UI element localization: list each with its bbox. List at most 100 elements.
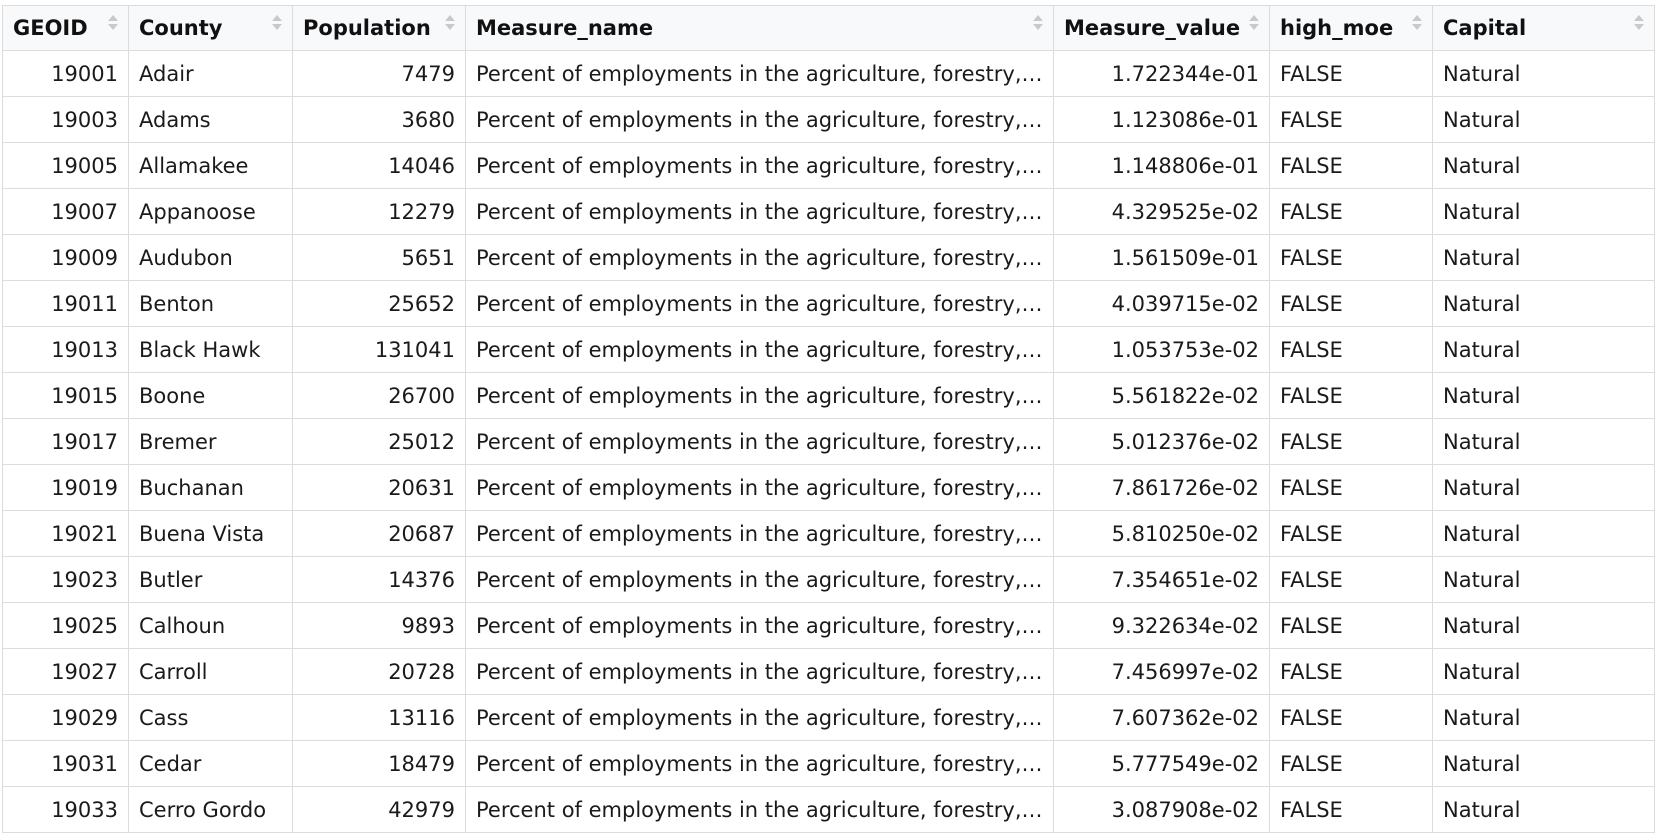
cell-high-moe: FALSE: [1269, 142, 1433, 189]
sort-icon[interactable]: [1249, 15, 1259, 35]
column-header-capital[interactable]: Capital: [1432, 5, 1655, 51]
column-header-population[interactable]: Population: [292, 5, 466, 51]
cell-measure-name: Percent of employments in the agricultur…: [465, 280, 1054, 327]
column-header-geoid[interactable]: GEOID: [2, 5, 129, 51]
column-header-high-moe[interactable]: high_moe: [1269, 5, 1433, 51]
cell-measure-value: 1.123086e-01: [1053, 96, 1270, 143]
cell-geoid: 19015: [2, 372, 129, 419]
sort-icon[interactable]: [272, 15, 282, 35]
cell-measure-name: Percent of employments in the agricultur…: [465, 556, 1054, 603]
table-row: 19013 Black Hawk 131041 Percent of employme…: [2, 326, 1655, 373]
table-row: 19017 Bremer 25012 Percent of employments i…: [2, 418, 1655, 465]
cell-measure-value: 4.039715e-02: [1053, 280, 1270, 327]
cell-geoid: 19023: [2, 556, 129, 603]
cell-geoid: 19033: [2, 786, 129, 833]
cell-measure-value: 5.012376e-02: [1053, 418, 1270, 465]
cell-population: 25652: [292, 280, 466, 327]
cell-high-moe: FALSE: [1269, 188, 1433, 235]
cell-population: 12279: [292, 188, 466, 235]
table-row: 19015 Boone 26700 Percent of employments in…: [2, 372, 1655, 419]
cell-county: Cerro Gordo: [128, 786, 293, 833]
cell-county: Carroll: [128, 648, 293, 695]
column-header-label: Population: [303, 16, 431, 40]
column-header-label: Measure_name: [476, 16, 654, 40]
cell-measure-value: 7.456997e-02: [1053, 648, 1270, 695]
table-header: GEOID County Population Measure_name Measure…: [2, 5, 1655, 51]
cell-measure-value: 5.561822e-02: [1053, 372, 1270, 419]
cell-high-moe: FALSE: [1269, 326, 1433, 373]
table-row: 19003 Adams 3680 Percent of employments in …: [2, 96, 1655, 143]
cell-county: Benton: [128, 280, 293, 327]
header-row: GEOID County Population Measure_name Measure…: [2, 5, 1655, 51]
cell-county: Adams: [128, 96, 293, 143]
cell-population: 13116: [292, 694, 466, 741]
cell-geoid: 19007: [2, 188, 129, 235]
column-header-label: Capital: [1443, 16, 1527, 40]
table-row: 19009 Audubon 5651 Percent of employments i…: [2, 234, 1655, 281]
cell-measure-name: Percent of employments in the agricultur…: [465, 50, 1054, 97]
cell-measure-value: 9.322634e-02: [1053, 602, 1270, 649]
cell-capital: Natural: [1432, 556, 1655, 603]
cell-measure-value: 1.722344e-01: [1053, 50, 1270, 97]
sort-icon[interactable]: [445, 15, 455, 35]
column-header-label: County: [139, 16, 223, 40]
cell-high-moe: FALSE: [1269, 648, 1433, 695]
cell-measure-value: 1.148806e-01: [1053, 142, 1270, 189]
cell-population: 7479: [292, 50, 466, 97]
cell-geoid: 19003: [2, 96, 129, 143]
cell-measure-name: Percent of employments in the agricultur…: [465, 326, 1054, 373]
cell-measure-value: 1.561509e-01: [1053, 234, 1270, 281]
sort-icon[interactable]: [1634, 15, 1644, 35]
cell-measure-value: 4.329525e-02: [1053, 188, 1270, 235]
column-header-label: high_moe: [1280, 16, 1394, 40]
cell-measure-name: Percent of employments in the agricultur…: [465, 234, 1054, 281]
table-row: 19027 Carroll 20728 Percent of employments …: [2, 648, 1655, 695]
cell-geoid: 19027: [2, 648, 129, 695]
column-header-county[interactable]: County: [128, 5, 293, 51]
sort-icon[interactable]: [108, 15, 118, 35]
cell-county: Audubon: [128, 234, 293, 281]
table-row: 19029 Cass 13116 Percent of employments in …: [2, 694, 1655, 741]
cell-county: Buena Vista: [128, 510, 293, 557]
cell-geoid: 19005: [2, 142, 129, 189]
cell-capital: Natural: [1432, 188, 1655, 235]
table-row: 19021 Buena Vista 20687 Percent of employme…: [2, 510, 1655, 557]
cell-population: 42979: [292, 786, 466, 833]
column-header-measure-value[interactable]: Measure_value: [1053, 5, 1270, 51]
cell-geoid: 19013: [2, 326, 129, 373]
cell-measure-name: Percent of employments in the agricultur…: [465, 740, 1054, 787]
cell-county: Calhoun: [128, 602, 293, 649]
cell-high-moe: FALSE: [1269, 694, 1433, 741]
cell-measure-name: Percent of employments in the agricultur…: [465, 96, 1054, 143]
cell-measure-name: Percent of employments in the agricultur…: [465, 188, 1054, 235]
table-row: 19025 Calhoun 9893 Percent of employments i…: [2, 602, 1655, 649]
cell-high-moe: FALSE: [1269, 372, 1433, 419]
cell-measure-value: 7.607362e-02: [1053, 694, 1270, 741]
column-header-measure-name[interactable]: Measure_name: [465, 5, 1054, 51]
cell-measure-name: Percent of employments in the agricultur…: [465, 602, 1054, 649]
cell-capital: Natural: [1432, 96, 1655, 143]
sort-icon[interactable]: [1033, 15, 1043, 35]
cell-high-moe: FALSE: [1269, 50, 1433, 97]
cell-measure-value: 7.861726e-02: [1053, 464, 1270, 511]
cell-measure-name: Percent of employments in the agricultur…: [465, 648, 1054, 695]
cell-capital: Natural: [1432, 326, 1655, 373]
cell-measure-name: Percent of employments in the agricultur…: [465, 694, 1054, 741]
cell-population: 18479: [292, 740, 466, 787]
cell-population: 3680: [292, 96, 466, 143]
table-row: 19031 Cedar 18479 Percent of employments in…: [2, 740, 1655, 787]
cell-measure-name: Percent of employments in the agricultur…: [465, 464, 1054, 511]
cell-population: 5651: [292, 234, 466, 281]
cell-measure-value: 1.053753e-02: [1053, 326, 1270, 373]
cell-measure-name: Percent of employments in the agricultur…: [465, 786, 1054, 833]
cell-capital: Natural: [1432, 464, 1655, 511]
cell-population: 26700: [292, 372, 466, 419]
cell-high-moe: FALSE: [1269, 418, 1433, 465]
cell-measure-name: Percent of employments in the agricultur…: [465, 418, 1054, 465]
cell-high-moe: FALSE: [1269, 96, 1433, 143]
cell-measure-name: Percent of employments in the agricultur…: [465, 142, 1054, 189]
sort-icon[interactable]: [1412, 15, 1422, 35]
cell-high-moe: FALSE: [1269, 740, 1433, 787]
column-header-label: GEOID: [13, 16, 88, 40]
